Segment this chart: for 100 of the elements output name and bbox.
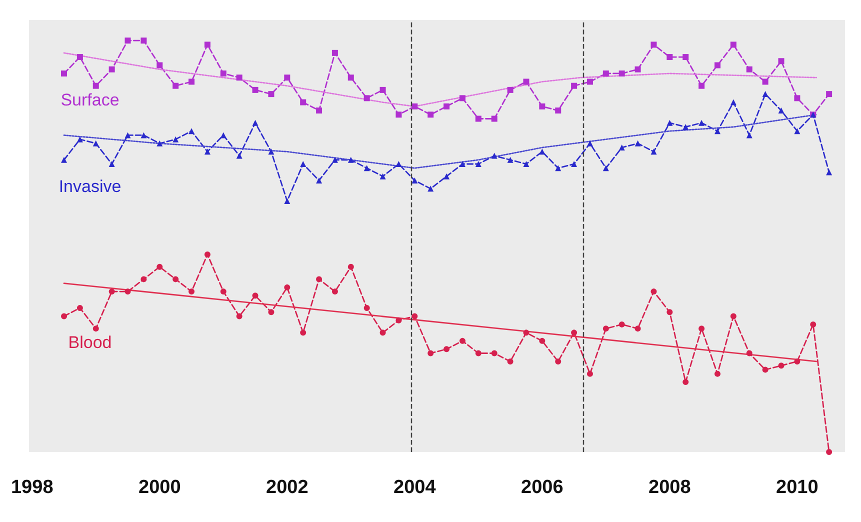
- point: [507, 86, 514, 93]
- point: [571, 82, 578, 89]
- point: [348, 74, 354, 81]
- point: [348, 156, 354, 163]
- point: [586, 78, 593, 85]
- point: [602, 70, 609, 76]
- point: [364, 165, 370, 172]
- x-tick-label: 2004: [394, 477, 436, 498]
- point: [714, 62, 720, 68]
- point: [794, 128, 800, 134]
- point: [380, 330, 386, 336]
- point: [92, 326, 99, 332]
- point: [156, 264, 163, 270]
- point: [316, 177, 322, 184]
- point: [634, 326, 641, 332]
- point: [650, 148, 657, 155]
- point: [698, 326, 705, 332]
- point: [332, 156, 338, 163]
- point: [396, 161, 402, 167]
- point: [650, 288, 657, 295]
- point: [666, 309, 673, 316]
- point: [284, 198, 290, 204]
- point: [124, 288, 131, 295]
- point: [156, 62, 163, 68]
- point: [746, 66, 752, 72]
- point: [666, 54, 673, 60]
- point: [714, 370, 720, 377]
- point: [778, 58, 784, 64]
- point: [571, 330, 578, 336]
- point: [762, 91, 768, 98]
- point: [762, 78, 768, 85]
- point: [236, 152, 242, 159]
- point: [220, 288, 226, 295]
- point: [364, 95, 370, 102]
- point: [444, 103, 450, 110]
- point: [523, 78, 530, 85]
- point: [252, 120, 258, 126]
- point: [459, 95, 466, 102]
- point: [412, 177, 418, 184]
- point: [523, 161, 530, 167]
- point: [236, 313, 242, 320]
- point: [459, 338, 466, 344]
- point: [268, 91, 274, 98]
- point: [268, 148, 274, 155]
- point: [555, 165, 562, 172]
- point: [188, 288, 195, 295]
- series-label: Surface: [60, 90, 120, 110]
- point: [475, 350, 482, 356]
- point: [300, 330, 306, 336]
- point: [332, 288, 338, 295]
- point: [172, 276, 179, 282]
- point: [220, 70, 226, 76]
- point: [316, 108, 322, 114]
- point: [140, 276, 147, 282]
- point: [61, 313, 68, 320]
- point: [730, 313, 736, 320]
- point: [826, 91, 832, 98]
- point: [380, 86, 386, 93]
- point: [61, 156, 68, 163]
- point: [188, 128, 195, 134]
- point: [475, 161, 482, 167]
- point: [204, 252, 210, 258]
- point: [459, 161, 466, 167]
- point: [140, 132, 147, 138]
- point: [491, 152, 498, 159]
- point: [698, 120, 705, 126]
- point: [108, 288, 115, 295]
- point: [475, 116, 482, 122]
- point: [539, 338, 546, 344]
- point: [602, 165, 609, 172]
- point: [507, 156, 514, 163]
- point: [172, 136, 179, 142]
- point: [746, 350, 752, 356]
- x-tick-label: 2006: [521, 477, 564, 498]
- point: [618, 70, 625, 76]
- point: [444, 346, 450, 352]
- point: [682, 54, 689, 60]
- point: [204, 42, 210, 48]
- point: [252, 292, 258, 299]
- point: [491, 116, 498, 122]
- point: [730, 42, 736, 48]
- point: [810, 321, 816, 328]
- point: [507, 358, 514, 364]
- x-tick-label: 1998: [10, 477, 54, 498]
- point: [682, 124, 689, 130]
- point: [586, 370, 593, 377]
- point: [300, 161, 306, 167]
- point: [348, 264, 354, 270]
- point: [523, 330, 530, 336]
- x-tick-label: 2000: [138, 477, 181, 498]
- point: [92, 140, 99, 146]
- point: [140, 38, 147, 44]
- point: [124, 38, 131, 44]
- point: [571, 161, 578, 167]
- point: [396, 317, 402, 324]
- point: [252, 86, 258, 93]
- point: [61, 70, 68, 76]
- point: [364, 305, 370, 311]
- point: [380, 173, 386, 180]
- point: [156, 140, 163, 146]
